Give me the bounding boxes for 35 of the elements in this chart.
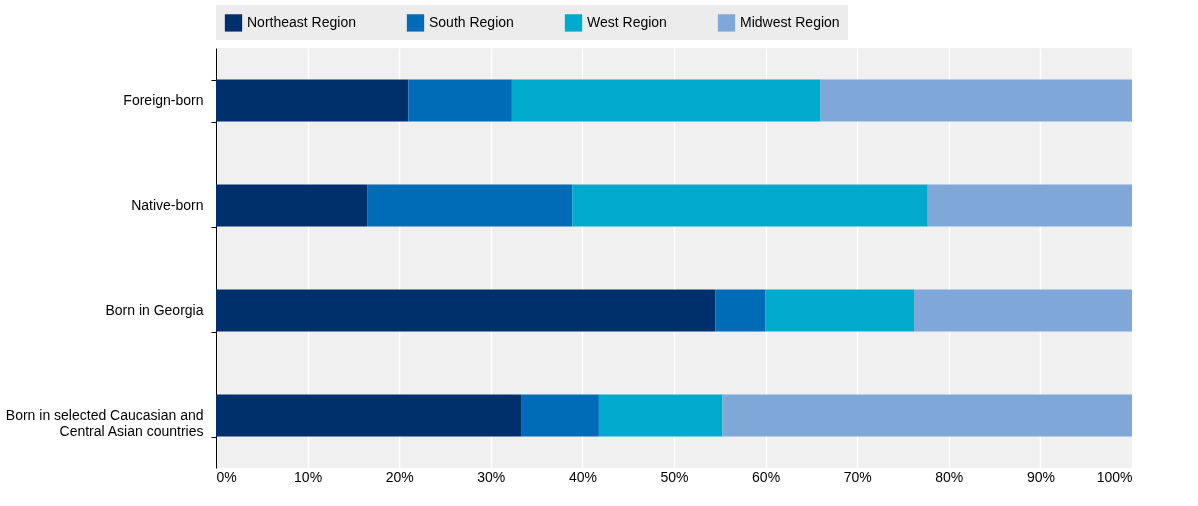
y-tick-label: Born in selected Caucasian and Central Asian countries [5,407,204,439]
legend-label: South Region [429,13,514,30]
bar [927,184,1132,227]
bar [216,79,409,122]
legend-label: Northeast Region [247,13,356,30]
bar [511,79,821,122]
x-tick-label: 100% [1096,468,1133,485]
bar [598,394,723,437]
y-tick-label: Born in Georgia [105,302,204,318]
bar [367,184,573,227]
x-tick-label: 20% [385,468,414,485]
bar [913,289,1132,332]
x-tick-label: 30% [477,468,506,485]
x-tick-label: 50% [660,468,689,485]
x-tick-label: 40% [568,468,597,485]
y-tick-label: Native-born [131,197,204,213]
legend-label: West Region [587,13,667,30]
x-tick-label: 60% [752,468,781,485]
x-tick-label: 90% [1026,468,1055,485]
bar [722,394,1132,437]
bar [521,394,599,437]
bar [715,289,766,332]
x-tick-label: 0% [216,468,237,485]
y-tick-label: Foreign-born [123,92,204,108]
bar [408,79,512,122]
bar [216,394,522,437]
bar [572,184,928,227]
bar [216,289,716,332]
x-tick-label: 10% [294,468,323,485]
bar [820,79,1132,122]
x-tick-label: 70% [843,468,872,485]
bar [765,289,914,332]
x-tick-label: 80% [935,468,964,485]
legend-label: Midwest Region [740,13,840,30]
bar [216,184,368,227]
